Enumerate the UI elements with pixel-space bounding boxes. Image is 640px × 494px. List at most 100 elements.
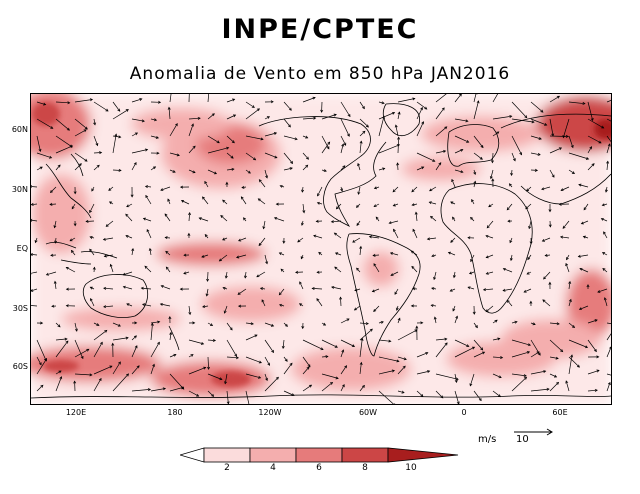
wind-vector-head [392, 203, 396, 207]
wind-vector-head [313, 116, 317, 120]
wind-vector-head [529, 241, 533, 245]
wind-vector-head [125, 234, 129, 238]
wind-vector-head [526, 271, 530, 275]
wind-vector-head [73, 191, 77, 195]
wind-vector [206, 288, 209, 296]
wind-vector [36, 358, 47, 375]
wind-vector [283, 167, 293, 171]
wind-vector-head [411, 203, 415, 207]
wind-vector-head [329, 381, 334, 385]
wind-vector-head [444, 126, 448, 130]
wind-vector [397, 329, 418, 341]
wind-vector [55, 101, 70, 104]
wind-vector-head [130, 194, 134, 198]
wind-vector [131, 162, 137, 171]
wind-vector-head [447, 251, 452, 255]
wind-vector-head [382, 115, 385, 119]
wind-vector [485, 305, 494, 312]
wind-vector-head [565, 262, 569, 267]
wind-vector [188, 212, 191, 222]
wind-vector-head [471, 198, 474, 203]
wind-vector [46, 271, 57, 276]
wind-vector-head [537, 352, 541, 356]
wind-vector [470, 254, 475, 262]
wind-vector [144, 265, 152, 273]
wind-vector [245, 322, 254, 325]
wind-vector [507, 300, 513, 307]
wind-vector-head [262, 226, 266, 230]
wind-vector-head [258, 179, 262, 183]
wind-vector [103, 237, 114, 240]
wind-vector-head [340, 188, 344, 192]
wind-vector [452, 305, 456, 312]
wind-vector-head [160, 285, 164, 288]
wind-vector [568, 152, 589, 160]
wind-vector-head [523, 376, 528, 380]
wind-vector [587, 319, 598, 324]
wind-vector [581, 220, 589, 225]
wind-vector [511, 152, 516, 161]
wind-vector-head [89, 209, 92, 214]
wind-vector [226, 168, 234, 171]
wind-vector-head [396, 162, 400, 166]
wind-vector [393, 203, 399, 207]
wind-vector-head [333, 232, 337, 236]
wind-vector [510, 254, 513, 261]
wind-vector-head [160, 188, 164, 191]
wind-vector-head [460, 170, 464, 174]
wind-vector [416, 166, 424, 171]
wind-vector-head [344, 365, 348, 369]
wind-vector-head [206, 278, 210, 282]
wind-vector-head [368, 235, 373, 239]
wind-vector [395, 125, 399, 137]
wind-vector [55, 376, 62, 392]
wind-vector-head [273, 132, 278, 136]
wind-vector-head [393, 228, 396, 232]
wind-vector-head [410, 304, 414, 308]
wind-vector [219, 254, 228, 262]
wind-vector-head [57, 324, 61, 328]
wind-vector [49, 203, 57, 205]
wind-vector [31, 254, 38, 256]
wind-vector [207, 356, 209, 370]
wind-vector [492, 390, 501, 397]
wind-vector [261, 299, 266, 307]
wind-vector [54, 220, 57, 228]
wind-vector-head [391, 111, 396, 115]
wind-vector [224, 373, 228, 384]
wind-vector [258, 237, 266, 246]
wind-vector [321, 373, 339, 379]
wind-vector [245, 152, 256, 161]
wind-vector [202, 196, 209, 205]
wind-vector-head [330, 220, 334, 224]
wind-vector [469, 271, 475, 274]
wind-vector [302, 152, 309, 160]
wind-vector-head [430, 304, 434, 307]
wind-vector [433, 271, 437, 280]
wind-vector-head [334, 252, 339, 256]
wind-vector [378, 167, 385, 171]
wind-vector [579, 268, 589, 273]
wind-vector [434, 317, 437, 324]
wind-vector [549, 356, 559, 359]
wind-vector [93, 135, 98, 146]
wind-vector-head [141, 303, 146, 307]
wind-vector [302, 97, 316, 103]
wind-vector-head [609, 346, 611, 349]
wind-vector [340, 384, 345, 392]
wind-vector [378, 370, 395, 375]
wind-vector [283, 356, 288, 362]
wind-vector-head [117, 323, 121, 327]
wind-vector [511, 351, 530, 358]
wind-vector-head [31, 218, 33, 222]
wind-vector [453, 271, 456, 278]
wind-vector-head [44, 358, 47, 362]
wind-vector-head [103, 254, 107, 258]
wind-vector [429, 186, 437, 192]
wind-vector-head [179, 287, 183, 291]
wind-vector-head [316, 201, 320, 205]
wind-vector-head [553, 374, 558, 378]
wind-vector-head [466, 139, 470, 143]
wind-vector [93, 101, 109, 112]
wind-vector [274, 217, 285, 222]
